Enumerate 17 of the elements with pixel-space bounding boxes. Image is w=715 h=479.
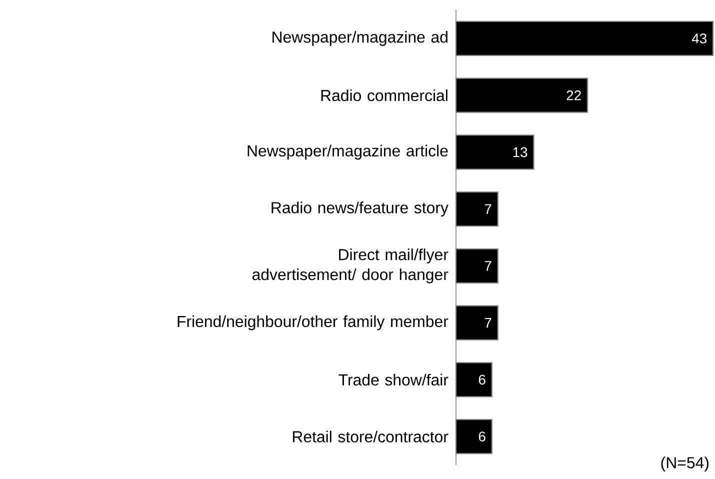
- data-label: 7: [484, 204, 492, 214]
- data-label: 7: [484, 318, 492, 328]
- y-tick-label: Radio news/feature story: [272, 202, 448, 216]
- y-tick-label: Newspaper/magazine article: [248, 144, 448, 160]
- data-label: 43: [692, 33, 706, 44]
- y-tick-label: Newspaper/magazine ad: [272, 31, 448, 46]
- y-tick-label: Friend/neighbour/other family member: [178, 315, 448, 330]
- data-label: 13: [513, 147, 528, 158]
- y-tick-label: Retail store/contractor: [292, 430, 448, 442]
- data-label: 6: [478, 432, 486, 442]
- data-label: 7: [484, 261, 492, 271]
- data-label: 6: [478, 374, 486, 385]
- y-tick-label: Radio commercial: [321, 89, 448, 102]
- y-tick-label: Trade show/fair: [338, 374, 448, 386]
- annotation: (N=54): [661, 456, 708, 472]
- y-tick-label: Direct mail/flyer advertisement/ door hanger: [252, 248, 448, 284]
- data-label: 22: [566, 90, 581, 100]
